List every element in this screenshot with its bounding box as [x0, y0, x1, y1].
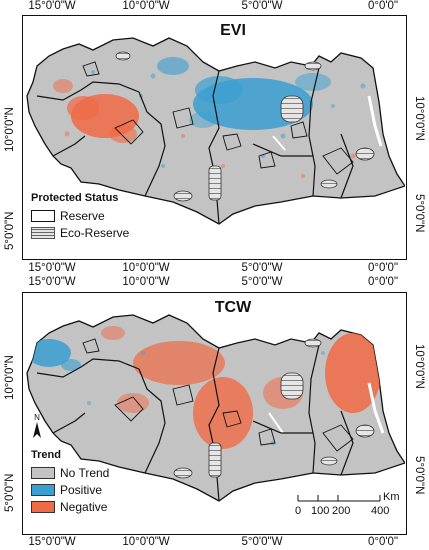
- tcw-panel-title: TCW: [214, 299, 252, 316]
- lon-label-top: 5°0'0"W: [241, 276, 283, 288]
- lat-label-left: 10°0'0"N: [4, 107, 16, 152]
- evi-panel: 15°0'0"W 10°0'0"W 5°0'0"W 0°0'0": [4, 0, 425, 274]
- lon-label-bottom: 10°0'0"W: [122, 262, 170, 274]
- lat-label-left: 10°0'0"N: [4, 355, 16, 400]
- scale-bar: Km 0 100 200 400: [295, 491, 403, 527]
- eco-reserve-hatch-swatch: [31, 226, 55, 239]
- lon-label-bottom: 5°0'0"W: [241, 262, 283, 274]
- tcw-map-frame: TCW N Trend No Trend Positive Negative: [22, 292, 407, 535]
- lat-label-right: 10°0'0"N: [413, 344, 425, 389]
- scale-tick-label: 200: [332, 505, 351, 517]
- legend-title: Protected Status: [31, 192, 119, 204]
- lon-label-bottom: 15°0'0"W: [28, 262, 76, 274]
- north-arrow: N: [33, 413, 41, 440]
- lon-label-top: 5°0'0"W: [241, 0, 283, 12]
- tcw-panel: 15°0'0"W 10°0'0"W 5°0'0"W 0°0'0": [0, 275, 429, 550]
- lon-label-top: 0°0'0": [367, 276, 399, 288]
- legend-item-eco-reserve: Eco-Reserve: [31, 224, 129, 241]
- lat-label-right: 10°0'0"N: [413, 96, 425, 141]
- lon-label-bottom: 15°0'0"W: [28, 536, 76, 548]
- negative-swatch: [31, 500, 55, 513]
- lon-label-top: 0°0'0": [367, 0, 399, 12]
- legend-label: Eco-Reserve: [60, 225, 130, 240]
- north-arrow-icon: [33, 422, 41, 438]
- tcw-map: [26, 314, 405, 502]
- lon-label-bottom: 0°0'0": [367, 262, 399, 274]
- lon-label-top: 10°0'0"W: [122, 276, 170, 288]
- lat-label-left: 5°0'0"N: [4, 211, 16, 250]
- evi-panel-title: EVI: [220, 22, 246, 39]
- north-label: N: [34, 413, 40, 422]
- lat-label-right: 5°0'0"N: [413, 456, 425, 495]
- scale-unit: Km: [383, 491, 400, 503]
- scale-tick-label: 400: [371, 505, 390, 517]
- lon-label-top: 15°0'0"W: [28, 0, 76, 12]
- legend-item-negative: Negative: [31, 498, 109, 515]
- lon-label-bottom: 0°0'0": [367, 536, 399, 548]
- lat-label-right: 5°0'0"N: [413, 194, 425, 233]
- lon-label-bottom: 5°0'0"W: [241, 536, 283, 548]
- reserve-outline-swatch: [31, 209, 55, 222]
- evi-map: [26, 37, 405, 225]
- positive-swatch: [31, 483, 55, 496]
- legend-label: Reserve: [60, 208, 105, 223]
- no-trend-swatch: [31, 466, 55, 479]
- evi-map-frame: EVI Protected Status Reserve Eco-Reserve: [22, 15, 407, 260]
- scale-tick-label: 100: [311, 505, 330, 517]
- legend-item-positive: Positive: [31, 481, 109, 498]
- lat-label-left: 5°0'0"N: [4, 473, 16, 512]
- lon-label-bottom: 10°0'0"W: [122, 536, 170, 548]
- lon-label-top: 15°0'0"W: [28, 276, 76, 288]
- scale-bar-graphic: [297, 495, 381, 502]
- legend-item-no-trend: No Trend: [31, 464, 109, 481]
- legend-item-reserve: Reserve: [31, 207, 129, 224]
- scale-tick-label: 0: [295, 505, 302, 517]
- trend-legend: Trend No Trend Positive Negative: [31, 449, 109, 515]
- protected-status-legend: Protected Status Reserve Eco-Reserve: [31, 192, 129, 241]
- legend-label: Positive: [60, 482, 103, 497]
- lon-label-top: 10°0'0"W: [122, 0, 170, 12]
- legend-label: No Trend: [60, 465, 110, 480]
- legend-label: Negative: [60, 499, 108, 514]
- legend-title: Trend: [31, 449, 61, 461]
